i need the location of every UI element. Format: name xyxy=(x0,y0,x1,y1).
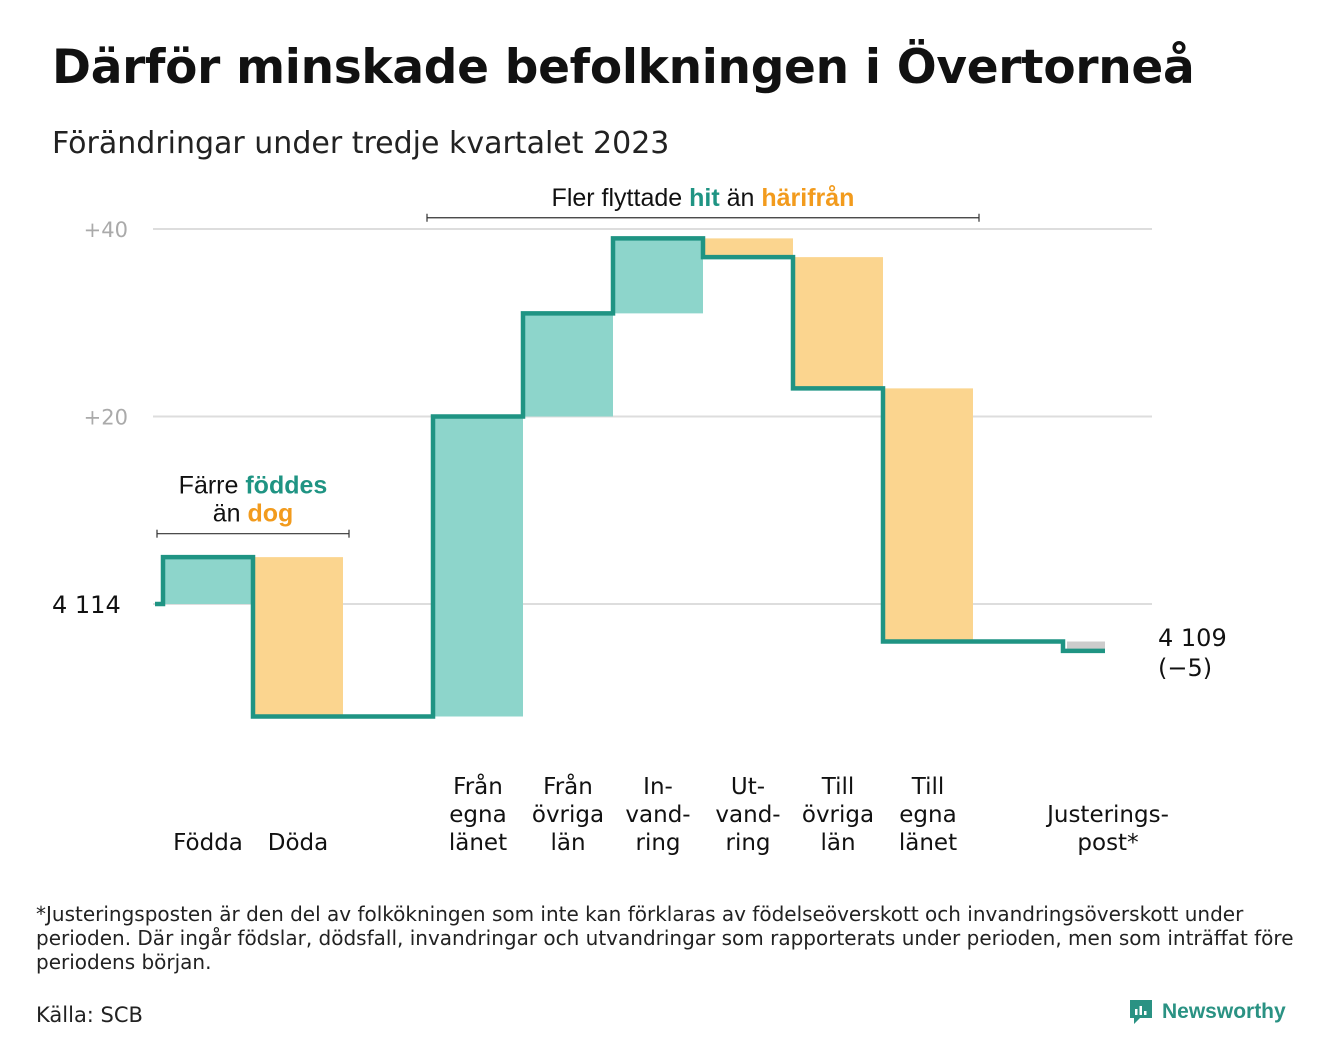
waterfall-bar xyxy=(163,557,253,604)
annotation-text: än dog xyxy=(213,500,294,528)
annotation-text-part: än xyxy=(213,500,248,528)
waterfall-bar xyxy=(793,257,883,389)
category-label: vand- xyxy=(625,802,690,828)
waterfall-bar xyxy=(613,238,703,314)
category-label: vand- xyxy=(715,802,780,828)
category-label: Till xyxy=(911,774,945,800)
chart-subtitle: Förändringar under tredje kvartalet 2023 xyxy=(52,126,670,161)
source-note: Källa: SCB xyxy=(36,1003,143,1027)
annotation-text-part: än xyxy=(720,184,762,212)
waterfall-bar xyxy=(1067,641,1105,651)
annotation-text-part: Fler flyttade xyxy=(552,184,690,212)
category-label: länet xyxy=(899,830,957,856)
newsworthy-logo-icon xyxy=(1130,1000,1152,1024)
category-label: länet xyxy=(449,830,507,856)
annotation-text: Färre föddes xyxy=(179,472,328,500)
start-value-label: 4 114 xyxy=(52,591,121,619)
category-label: ring xyxy=(725,830,770,856)
y-tick-label: +40 xyxy=(84,218,128,242)
category-label: län xyxy=(550,830,585,856)
category-label: post* xyxy=(1077,830,1138,856)
category-label: egna xyxy=(899,802,956,828)
category-label: Justerings- xyxy=(1045,802,1169,828)
cumulative-step-line xyxy=(155,236,1105,719)
category-label: Döda xyxy=(268,830,328,856)
waterfall-bar xyxy=(703,238,793,258)
annotation-text-part: härifrån xyxy=(761,184,854,212)
category-label: Ut- xyxy=(731,774,765,800)
category-label: Från xyxy=(453,772,503,800)
annotation-text-part: Färre xyxy=(179,472,246,500)
annotation-text-part: dog xyxy=(247,500,293,528)
footnote: *Justeringsposten är den del av folkökni… xyxy=(36,902,1294,974)
annotation-text: Fler flyttade hit än härifrån xyxy=(552,184,855,212)
waterfall-bar xyxy=(883,388,973,642)
category-label: övriga xyxy=(532,802,604,828)
category-label: Från xyxy=(543,772,593,800)
category-label: län xyxy=(820,830,855,856)
category-label: In- xyxy=(643,774,673,800)
category-label: Födda xyxy=(173,830,243,856)
waterfall-bar xyxy=(253,557,343,717)
y-tick-label: +20 xyxy=(84,406,128,430)
category-label: egna xyxy=(449,802,506,828)
annotation-text-part: föddes xyxy=(245,472,327,500)
brand-name: Newsworthy xyxy=(1162,1000,1286,1023)
category-label: övriga xyxy=(802,802,874,828)
annotation-text-part: hit xyxy=(689,184,720,212)
category-label: ring xyxy=(635,830,680,856)
end-value-label: 4 109 xyxy=(1158,624,1227,652)
waterfall-bar xyxy=(523,313,613,417)
chart-title: Därför minskade befolkningen i Övertorne… xyxy=(52,40,1195,95)
category-label: Till xyxy=(821,774,855,800)
brand-logo: Newsworthy xyxy=(1128,998,1286,1026)
end-value-label: (−5) xyxy=(1158,654,1212,682)
waterfall-bar xyxy=(433,416,523,717)
